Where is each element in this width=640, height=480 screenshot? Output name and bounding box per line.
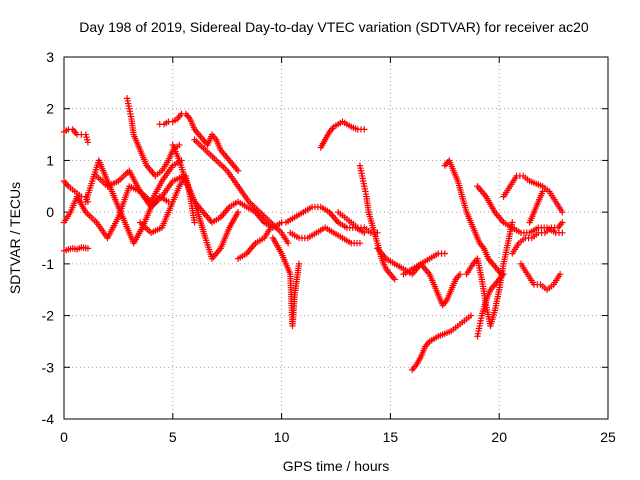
series-arc-8 <box>156 110 242 174</box>
x-tick-label: 0 <box>60 429 68 445</box>
y-tick-label: 0 <box>46 204 54 220</box>
x-tick-label: 15 <box>383 429 399 445</box>
data-point <box>84 139 92 146</box>
data-point <box>559 208 566 216</box>
data-point <box>234 167 242 174</box>
chart-title: Day 198 of 2019, Sidereal Day-to-day VTE… <box>79 19 589 35</box>
data-point <box>234 208 242 216</box>
y-tick-label: 3 <box>46 49 54 65</box>
series-arc-26 <box>500 172 566 216</box>
series-arc-27 <box>509 219 566 257</box>
series-arc-16 <box>317 118 368 151</box>
x-tick-label: 5 <box>169 429 177 445</box>
series-arc-11 <box>191 136 292 247</box>
data-point <box>284 239 292 247</box>
y-tick-labels: 3 2 1 0 -1 -2 -3 -4 <box>42 49 55 427</box>
y-tick-label: -3 <box>42 359 55 375</box>
data-point <box>191 219 198 226</box>
y-axis-label: SDTVAR / TECUs <box>7 182 23 294</box>
data-points <box>60 95 566 374</box>
data-point <box>559 229 566 237</box>
series-arc-28 <box>517 260 564 293</box>
series-arc-21 <box>408 312 475 374</box>
series-arc-29 <box>526 188 546 226</box>
x-tick-label: 10 <box>274 429 290 445</box>
series-arc-24 <box>474 271 507 340</box>
data-point <box>559 219 566 226</box>
data-point <box>361 126 368 133</box>
y-tick-label: -4 <box>42 411 55 427</box>
series-arc-10 <box>136 172 198 237</box>
y-tick-label: 1 <box>46 152 54 168</box>
data-point <box>356 239 364 247</box>
y-tick-label: -1 <box>42 256 55 272</box>
data-point <box>556 271 564 278</box>
data-point <box>391 276 398 283</box>
series-arc-12 <box>234 224 274 262</box>
data-point <box>267 224 274 231</box>
y-tick-label: -2 <box>42 308 55 324</box>
data-point <box>456 271 464 278</box>
x-axis-label: GPS time / hours <box>283 458 390 474</box>
series-arc-15 <box>287 224 364 247</box>
plot-frame <box>63 56 609 420</box>
series-arc-25 <box>474 183 566 237</box>
series-arc-19 <box>374 245 448 278</box>
series-arc-20 <box>400 260 464 309</box>
series-arc-17 <box>334 208 381 237</box>
y-tick-label: 2 <box>46 101 54 117</box>
data-point <box>84 245 92 252</box>
series-arc-3 <box>60 244 92 255</box>
data-point <box>295 260 303 268</box>
series-arc-13 <box>269 234 303 330</box>
x-tick-label: 25 <box>600 429 616 445</box>
data-point <box>500 271 507 278</box>
series-arc-1 <box>60 126 92 146</box>
series-arc-7 <box>123 95 183 180</box>
data-point <box>441 250 448 257</box>
x-tick-labels: 0 5 10 15 20 25 <box>60 429 616 445</box>
data-point <box>176 141 183 149</box>
data-point <box>539 188 546 195</box>
x-tick-label: 20 <box>491 429 507 445</box>
data-point <box>467 312 475 319</box>
